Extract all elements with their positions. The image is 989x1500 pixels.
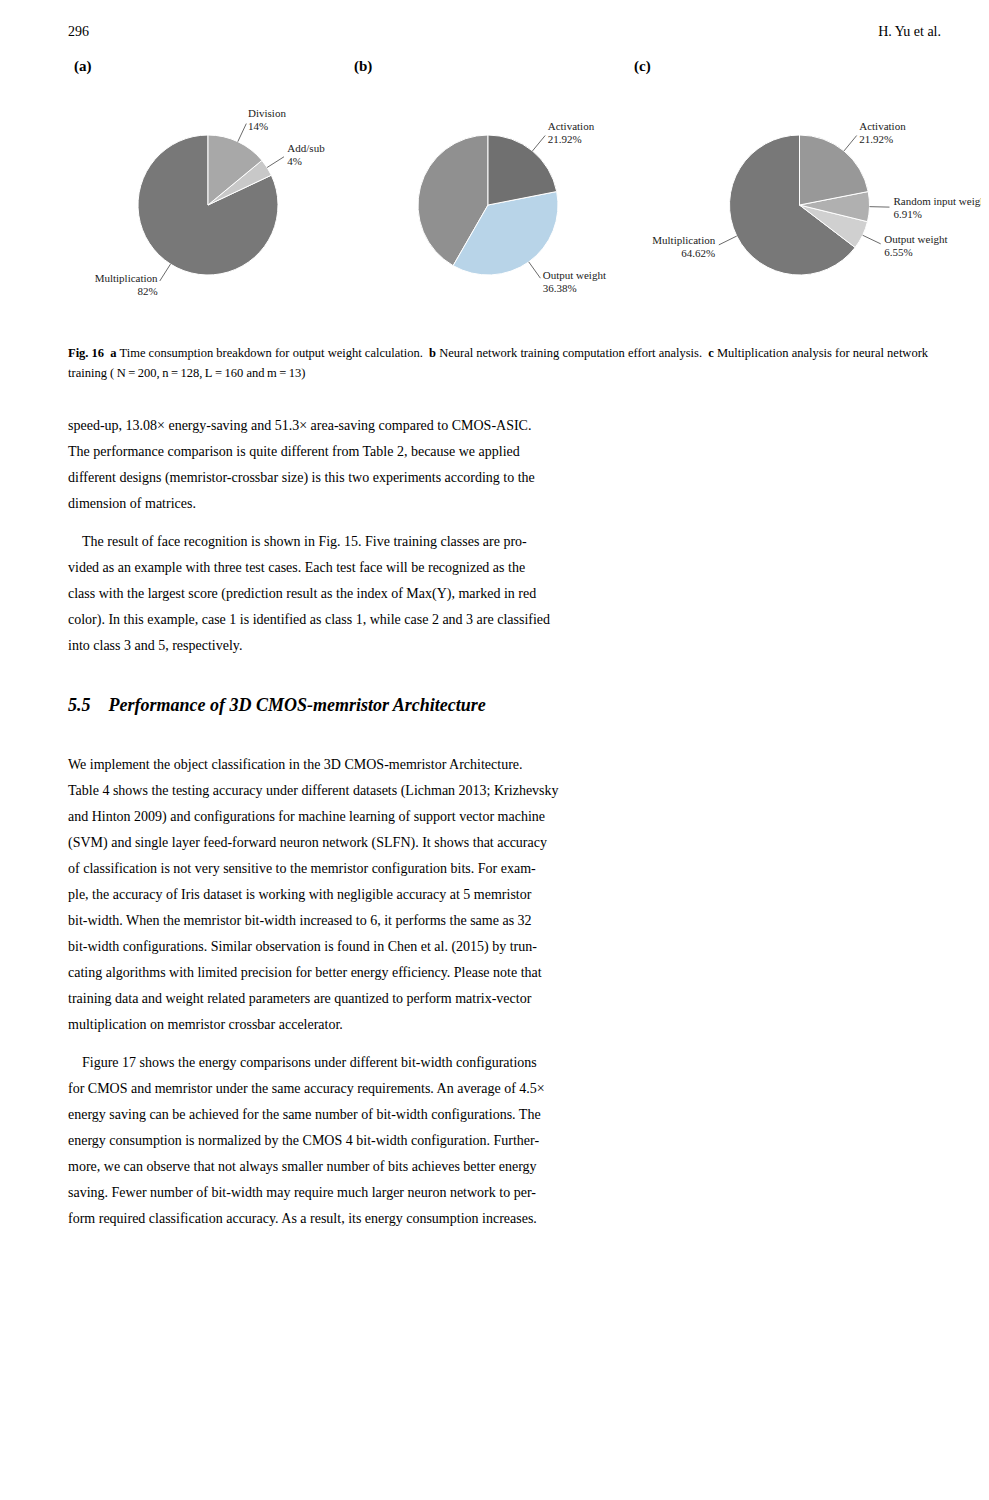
html-text:dimension of matrices.: dimension of matrices.	[68, 496, 196, 511]
svg-text:Division14%: Division14%	[248, 107, 286, 132]
html-text:296: 296	[68, 24, 89, 39]
html-text:(SVM) and single layer feed-fo: (SVM) and single layer feed-forward neur…	[68, 835, 547, 850]
html-text:class with the largest score (: class with the largest score (prediction…	[68, 586, 537, 601]
svg-text:Multiplication64.62%: Multiplication64.62%	[652, 234, 715, 259]
html-text:into class 3 and 5, respective: into class 3 and 5, respectively.	[68, 638, 243, 653]
html-text:The result of face recognition: The result of face recognition is shown …	[68, 534, 527, 549]
html-text:of classification is not very: of classification is not very sensitive …	[68, 861, 536, 876]
html-text:cating algorithms with limited: cating algorithms with limited precision…	[68, 965, 542, 980]
html-text:bit-width. When the memristor: bit-width. When the memristor bit-width …	[68, 913, 532, 928]
svg-text:Add/sub4%: Add/sub4%	[287, 142, 325, 167]
svg-text:Random input weight6.91%: Random input weight6.91%	[893, 195, 981, 220]
html-text:Fig. 16: Fig. 16	[68, 346, 105, 360]
html-text:speed-up, 13.08× energy-saving: speed-up, 13.08× energy-saving and 51.3×…	[68, 418, 532, 433]
html-text:multiplication on memristor cr: multiplication on memristor crossbar acc…	[68, 1017, 343, 1032]
html-text:bit-width configurations. Simi: bit-width configurations. Similar observ…	[68, 939, 537, 954]
html-text:b Neural network training comp: b Neural network training computation ef…	[429, 346, 702, 360]
html-text:form required classification a: form required classification accuracy. A…	[68, 1211, 537, 1226]
html-text:The performance comparison is: The performance comparison is quite diff…	[68, 444, 520, 459]
html-text:training data and weight relat: training data and weight related paramet…	[68, 991, 532, 1006]
html-text:H. Yu et al.: H. Yu et al.	[878, 24, 941, 39]
html-text:(b): (b)	[354, 58, 373, 74]
html-text:5.5 Performance of 3D CMOS-mem: 5.5 Performance of 3D CMOS-memristor Arc…	[68, 695, 486, 715]
html-text:(a): (a)	[74, 58, 92, 74]
html-text:energy saving can be achieved: energy saving can be achieved for the sa…	[68, 1107, 541, 1122]
html-text:energy consumption is normaliz: energy consumption is normalized by the …	[68, 1133, 540, 1148]
html-text:vided as an example with three: vided as an example with three test case…	[68, 560, 526, 575]
svg-text:Output weight36.38%: Output weight36.38%	[543, 269, 606, 294]
html-text:for CMOS and memristor under t: for CMOS and memristor under the same ac…	[68, 1081, 545, 1096]
html-text:saving. Fewer number of bit-wi: saving. Fewer number of bit-width may re…	[68, 1185, 536, 1200]
html-text:We implement the object classi: We implement the object classification i…	[68, 757, 523, 772]
html-text:a Time consumption breakdown f: a Time consumption breakdown for output …	[110, 346, 423, 360]
html-text:c Multiplication analysis for: c Multiplication analysis for neural net…	[68, 346, 928, 380]
html-text:more, we can observe that not: more, we can observe that not always sma…	[68, 1159, 537, 1174]
html-text:(c): (c)	[634, 58, 651, 74]
html-text:different designs (memristor-c: different designs (memristor-crossbar si…	[68, 470, 535, 485]
svg-text:Multiplication82%: Multiplication82%	[95, 272, 158, 297]
html-text:Figure 17 shows the energy com: Figure 17 shows the energy comparisons u…	[68, 1055, 537, 1070]
html-text:ple, the accuracy of Iris data: ple, the accuracy of Iris dataset is wor…	[68, 887, 532, 902]
svg-text:Activation21.92%: Activation21.92%	[548, 120, 595, 145]
svg-text:Output weight6.55%: Output weight6.55%	[884, 233, 947, 258]
html-text:color). In this example, case: color). In this example, case 1 is ident…	[68, 612, 551, 627]
svg-text:Activation21.92%: Activation21.92%	[859, 120, 906, 145]
html-text:Table 4 shows the testing accu: Table 4 shows the testing accuracy under…	[68, 783, 559, 798]
html-text:and Hinton 2009) and configura: and Hinton 2009) and configurations for …	[68, 809, 545, 824]
